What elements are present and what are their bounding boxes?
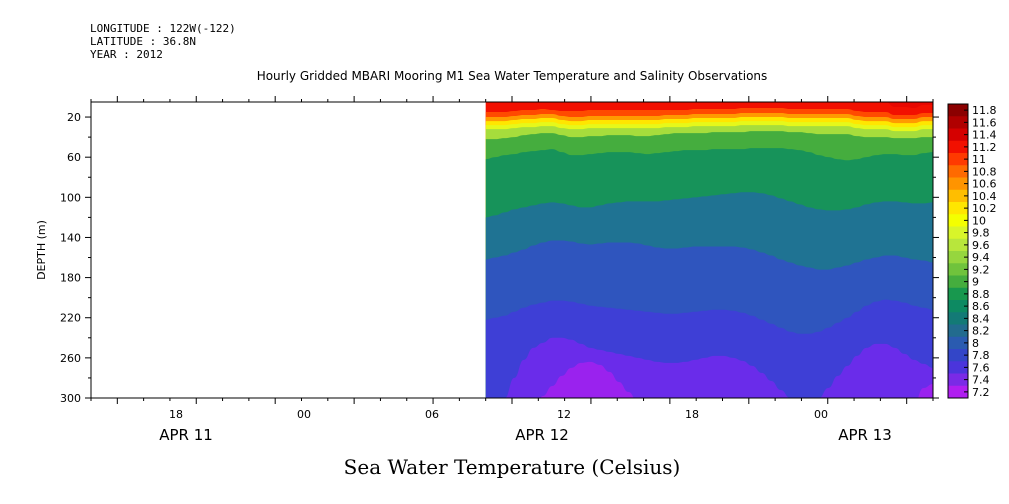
colorbar-label: 11.2	[972, 141, 997, 154]
colorbar-swatch	[948, 153, 968, 166]
colorbar-swatch	[948, 287, 968, 301]
x-hour-label: 18	[685, 408, 699, 421]
colorbar-swatch	[948, 361, 968, 374]
colorbar-swatch	[948, 336, 968, 350]
colorbar-label: 11.8	[972, 104, 997, 117]
x-date-label: APR 12	[515, 426, 569, 444]
colorbar-swatch	[948, 140, 968, 154]
colorbar-swatch	[948, 373, 968, 387]
x-date-label: APR 11	[159, 426, 213, 444]
colorbar-label: 11	[972, 153, 986, 166]
colorbar-swatch	[948, 238, 968, 252]
y-tick-label: 60	[67, 151, 81, 164]
colorbar-swatch	[948, 116, 968, 129]
colorbar-label: 7.8	[972, 349, 990, 362]
plot-area	[485, 102, 933, 398]
colorbar-swatch	[948, 251, 968, 264]
colorbar-swatch	[948, 263, 968, 276]
colorbar-label: 7.2	[972, 386, 990, 399]
colorbar-swatch	[948, 312, 968, 325]
colorbar-swatch	[948, 165, 968, 178]
colorbar-label: 10	[972, 214, 986, 227]
colorbar-swatch	[948, 324, 968, 338]
isotherm-band-7-4	[540, 361, 933, 398]
colorbar-swatch	[948, 104, 968, 117]
colorbar-swatch	[948, 128, 968, 142]
colorbar-swatch	[948, 349, 968, 362]
colorbar-label: 9.8	[972, 227, 990, 240]
colorbar-label: 7.6	[972, 361, 990, 374]
latitude-label: LATITUDE : 36.8N	[90, 35, 196, 48]
colorbar-label: 9.4	[972, 251, 990, 264]
colorbar-swatch	[948, 177, 968, 191]
y-tick-label: 220	[60, 312, 81, 325]
x-hour-label: 06	[425, 408, 439, 421]
x-hour-label: 12	[557, 408, 571, 421]
colorbar-label: 10.4	[972, 190, 997, 203]
colorbar-label: 8.6	[972, 300, 990, 313]
colorbar-label: 8.4	[972, 312, 990, 325]
colorbar-swatch	[948, 214, 968, 227]
y-axis-title: DEPTH (m)	[35, 220, 48, 280]
x-hour-label: 00	[814, 408, 828, 421]
colorbar-label: 10.6	[972, 178, 997, 191]
chart-title: Hourly Gridded MBARI Mooring M1 Sea Wate…	[257, 69, 768, 83]
longitude-label: LONGITUDE : 122W(-122)	[90, 22, 236, 35]
colorbar-label: 9	[972, 276, 979, 289]
colorbar-label: 9.2	[972, 263, 990, 276]
colorbar-label: 8.8	[972, 288, 990, 301]
colorbar-label: 10.8	[972, 165, 997, 178]
y-tick-label: 140	[60, 231, 81, 244]
x-hour-label: 18	[169, 408, 183, 421]
x-date-label: APR 13	[838, 426, 892, 444]
colorbar-swatch	[948, 275, 968, 289]
axes: 20 60 100 140 180 220 260 300 18 00 06 12 18 00 APR 11…	[60, 96, 939, 444]
colorbar-swatch	[948, 189, 968, 203]
colorbar-label: 8	[972, 337, 979, 350]
y-tick-label: 100	[60, 191, 81, 204]
colorbar: 11.811.611.411.21110.810.610.410.2109.89…	[947, 103, 997, 399]
colorbar-frame	[947, 103, 969, 399]
colorbar-swatch	[948, 300, 968, 313]
x-axis-title: Sea Water Temperature (Celsius)	[344, 455, 681, 479]
y-tick-label: 260	[60, 352, 81, 365]
colorbar-label: 7.4	[972, 374, 990, 387]
colorbar-swatch	[948, 202, 968, 215]
colorbar-label: 8.2	[972, 325, 990, 338]
year-label: YEAR : 2012	[90, 48, 163, 61]
y-tick-label: 180	[60, 272, 81, 285]
y-tick-label: 20	[67, 111, 81, 124]
colorbar-label: 11.4	[972, 129, 997, 142]
colorbar-label: 10.2	[972, 202, 997, 215]
x-hour-label: 00	[297, 408, 311, 421]
colorbar-swatch	[948, 226, 968, 240]
colorbar-label: 9.6	[972, 239, 990, 252]
colorbar-swatch	[948, 385, 968, 399]
colorbar-label: 11.6	[972, 116, 997, 129]
y-tick-label: 300	[60, 392, 81, 405]
